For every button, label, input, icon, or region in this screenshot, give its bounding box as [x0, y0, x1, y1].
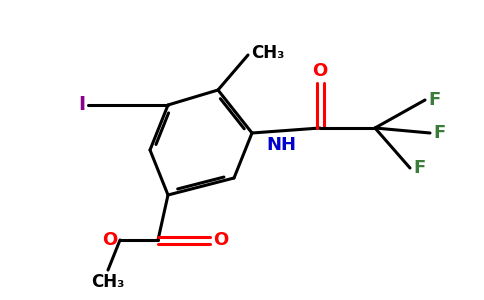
Text: I: I: [78, 95, 85, 115]
Text: CH₃: CH₃: [91, 273, 125, 291]
Text: F: F: [433, 124, 445, 142]
Text: F: F: [428, 91, 440, 109]
Text: F: F: [413, 159, 425, 177]
Text: CH₃: CH₃: [251, 44, 285, 62]
Text: O: O: [102, 231, 117, 249]
Text: O: O: [213, 231, 228, 249]
Text: NH: NH: [266, 136, 296, 154]
Text: O: O: [312, 62, 328, 80]
